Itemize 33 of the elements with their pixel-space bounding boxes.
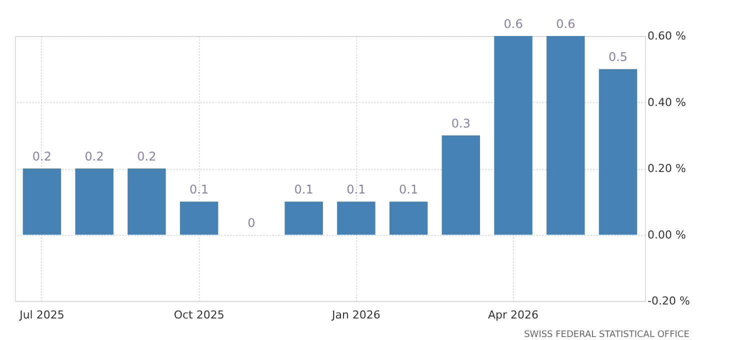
data-label: 0.6 — [504, 17, 523, 31]
data-label: 0.1 — [346, 182, 366, 197]
bar — [546, 36, 585, 235]
bar — [494, 36, 532, 235]
bar — [442, 135, 480, 235]
bar — [598, 69, 638, 235]
bar — [180, 202, 218, 235]
y-tick-label: 0.00 % — [648, 228, 686, 242]
data-label: 0 — [248, 216, 256, 230]
data-label: 0.5 — [608, 50, 628, 64]
bar — [337, 202, 376, 235]
data-label: 0.1 — [190, 182, 209, 197]
x-tick-label: Jan 2026 — [330, 308, 380, 322]
y-tick-label: 0.40 % — [648, 96, 686, 109]
data-label: 0.2 — [137, 150, 156, 164]
bar — [128, 168, 166, 235]
x-tick-label: Jul 2025 — [18, 308, 64, 322]
data-label: 0.1 — [294, 182, 314, 197]
x-tick-label: Apr 2026 — [488, 308, 539, 322]
x-tick-label: Oct 2025 — [174, 308, 224, 322]
data-label: 0.2 — [84, 150, 104, 164]
data-label: 0.1 — [399, 182, 418, 197]
y-tick-label: 0.20 % — [648, 162, 686, 175]
text: SWISS FEDERAL STATISTICAL OFFICE — [524, 330, 690, 340]
data-label: 0.3 — [451, 116, 470, 130]
y-tick-label: 0.60 % — [648, 30, 686, 42]
data-label: 0.6 — [556, 17, 576, 31]
bar — [284, 202, 323, 235]
bar — [22, 168, 62, 235]
bar — [75, 168, 114, 235]
y-tick-label: -0.20 % — [648, 294, 690, 308]
bar — [389, 202, 428, 235]
data-label: 0.2 — [32, 150, 52, 164]
